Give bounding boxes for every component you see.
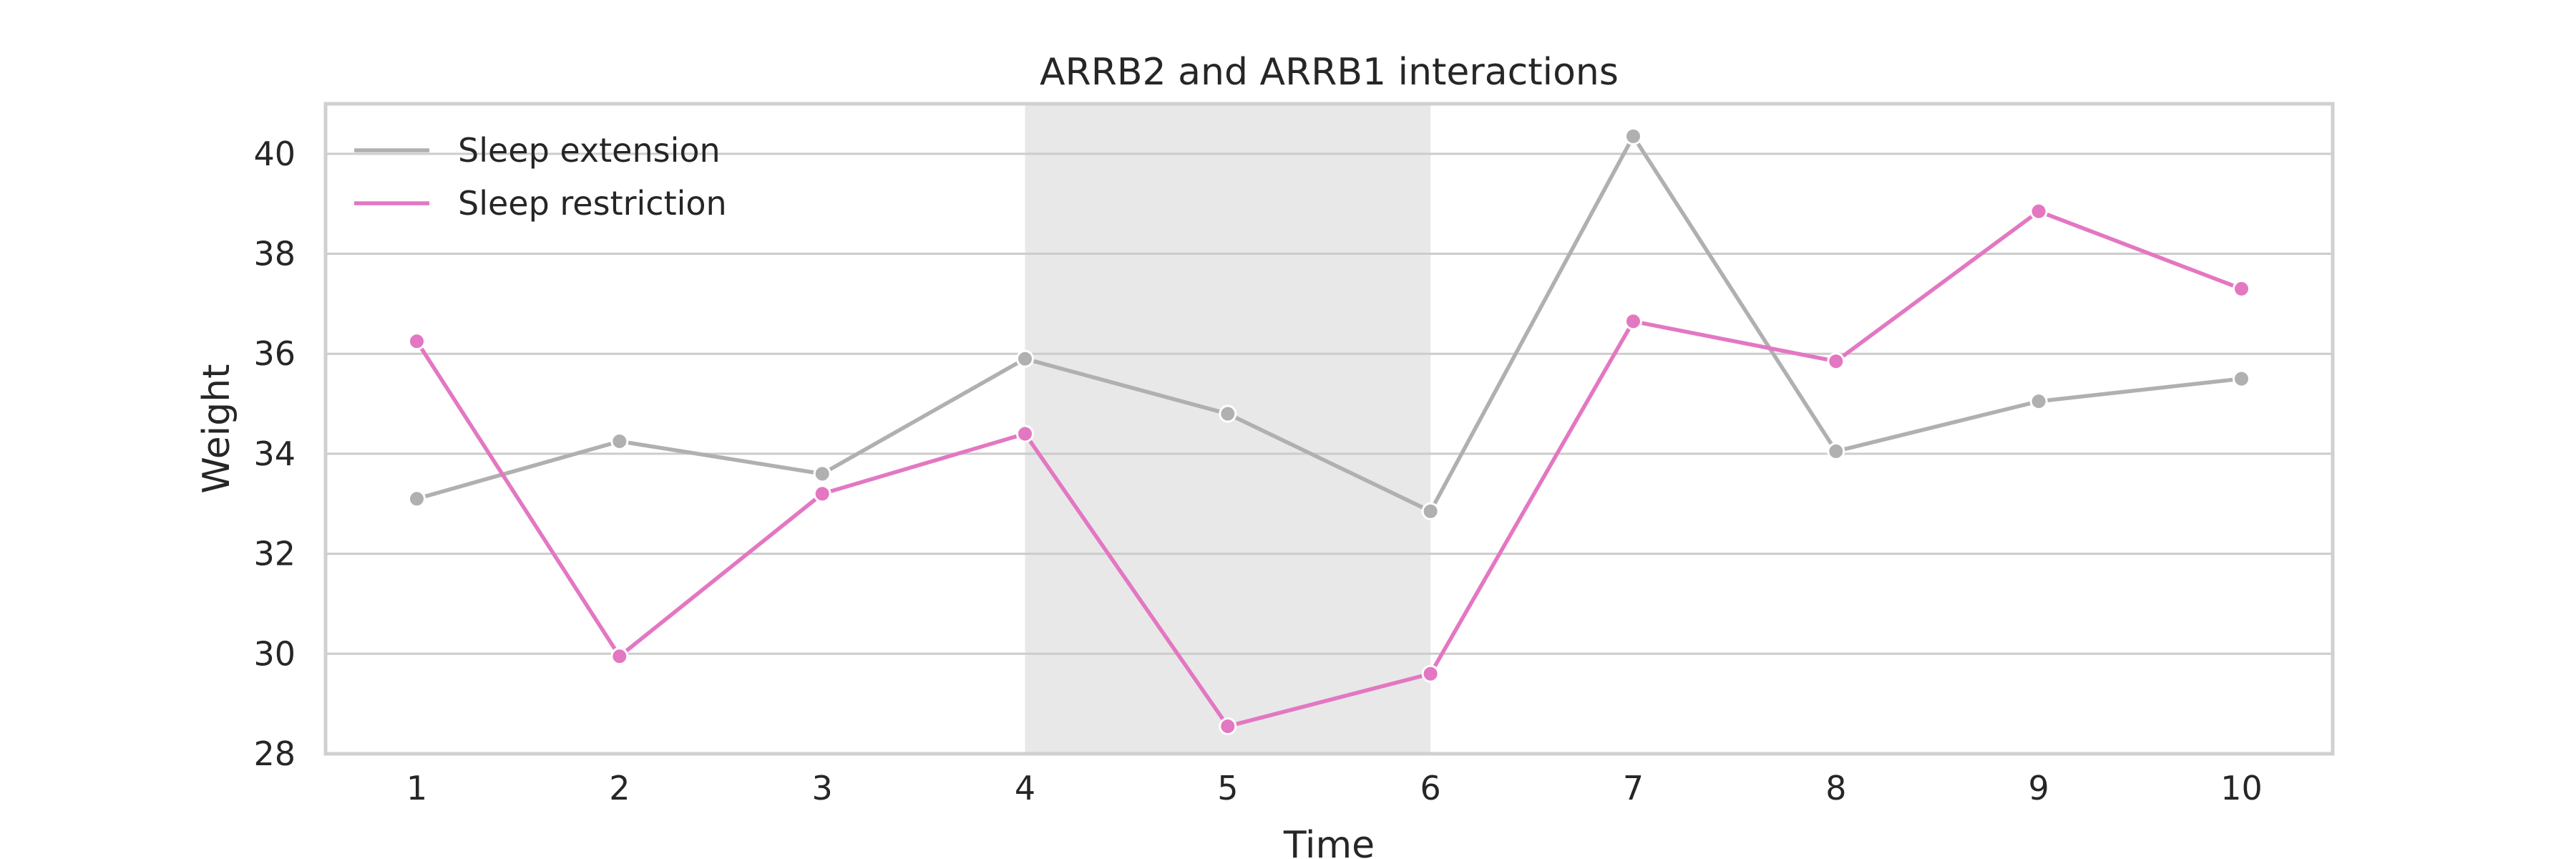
- y-axis-label: Weight: [195, 364, 238, 493]
- series-line: [416, 134, 2242, 513]
- series-line: [415, 209, 2243, 729]
- series-0: [408, 127, 2250, 520]
- y-tick-label: 28: [253, 734, 296, 773]
- x-tick-label: 9: [2029, 769, 2049, 807]
- data-point: [1016, 349, 1034, 368]
- x-tick-label: 8: [1825, 769, 1846, 807]
- y-tick-labels: 28 30 32 34 36 38 40: [253, 135, 296, 773]
- data-point: [1624, 312, 1642, 331]
- data-point: [1827, 442, 1845, 460]
- chart-title: ARRB2 and ARRB1 interactions: [1040, 51, 1619, 94]
- x-tick-label: 6: [1420, 769, 1441, 807]
- data-point: [610, 647, 629, 666]
- legend-item: Sleep extension: [354, 131, 721, 170]
- shaded-region-layer: [1025, 104, 1431, 754]
- data-point: [2029, 202, 2048, 220]
- legend-label: Sleep extension: [458, 131, 721, 170]
- data-point: [1016, 424, 1034, 443]
- data-point: [1827, 352, 1845, 371]
- data-point: [408, 332, 426, 351]
- y-tick-label: 36: [253, 334, 296, 373]
- x-tick-label: 10: [2220, 769, 2263, 807]
- y-tick-label: 38: [253, 235, 296, 273]
- data-point: [1624, 127, 1642, 145]
- x-tick-label: 5: [1217, 769, 1238, 807]
- y-tick-label: 40: [253, 135, 296, 173]
- data-point: [813, 465, 831, 483]
- data-point: [813, 485, 831, 503]
- legend-item: Sleep restriction: [354, 184, 727, 223]
- data-point: [2233, 369, 2250, 388]
- plot-frame: [323, 102, 2335, 756]
- y-tick-label: 30: [253, 634, 296, 673]
- x-tick-label: 1: [406, 769, 427, 807]
- gridline-layer: [326, 152, 2333, 755]
- x-axis-label: Time: [1283, 824, 1375, 859]
- y-tick-label: 34: [253, 435, 296, 473]
- series-1: [408, 202, 2250, 736]
- data-point: [1421, 502, 1440, 520]
- data-point: [1421, 664, 1440, 683]
- x-tick-label: 3: [812, 769, 833, 807]
- x-tick-label: 4: [1015, 769, 1035, 807]
- data-point: [1219, 717, 1237, 736]
- legend: Sleep extension Sleep restriction: [354, 131, 727, 223]
- y-tick-label: 32: [253, 535, 296, 573]
- data-point: [1219, 404, 1237, 423]
- series-layer: [408, 127, 2250, 736]
- data-point: [408, 490, 426, 508]
- data-point: [2233, 279, 2250, 298]
- data-point: [2029, 392, 2048, 411]
- x-tick-label: 7: [1623, 769, 1644, 807]
- shaded-region: [1025, 104, 1431, 754]
- data-point: [610, 432, 629, 450]
- x-tick-label: 2: [609, 769, 630, 807]
- x-tick-labels: 1 2 3 4 5 6 7 8 9 10: [406, 769, 2263, 807]
- legend-label: Sleep restriction: [458, 184, 727, 223]
